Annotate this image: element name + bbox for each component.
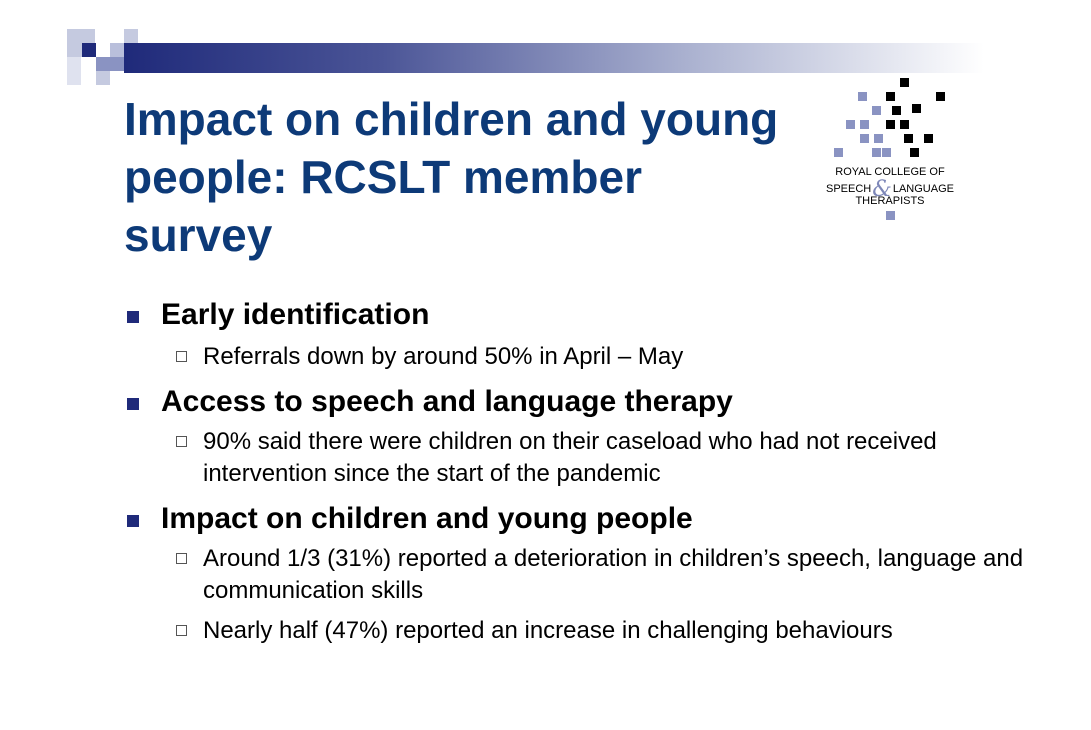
- bullet-list: Early identification Referrals down by a…: [124, 297, 1024, 647]
- sub-bullet-text: 90% said there were children on their ca…: [203, 428, 937, 487]
- hollow-square-bullet-icon: [176, 351, 187, 362]
- logo-square: [936, 92, 945, 101]
- logo-square: [900, 120, 909, 129]
- logo-square: [904, 134, 913, 143]
- square-bullet-icon: [127, 311, 139, 323]
- bullet-item: Impact on children and young people: [124, 501, 1024, 537]
- header-square: [124, 29, 138, 43]
- sub-bullet-item: Around 1/3 (31%) reported a deterioratio…: [124, 543, 1033, 607]
- hollow-square-bullet-icon: [176, 553, 187, 564]
- logo-square: [886, 120, 895, 129]
- square-bullet-icon: [127, 398, 139, 410]
- bullet-text: Access to speech and language therapy: [161, 385, 733, 418]
- logo-square: [858, 92, 867, 101]
- logo-square: [860, 134, 869, 143]
- logo-word-speech: SPEECH: [826, 183, 872, 195]
- bullet-text: Impact on children and young people: [161, 502, 693, 535]
- logo-square: [860, 120, 869, 129]
- header-square: [96, 57, 110, 71]
- logo-square: [882, 148, 891, 157]
- header-square: [96, 71, 110, 85]
- logo-square: [924, 134, 933, 143]
- bullet-item: Early identification: [124, 297, 1024, 333]
- title-line: survey: [124, 209, 273, 261]
- logo-square: [886, 92, 895, 101]
- slide-title: Impact on children and young people: RCS…: [124, 90, 824, 264]
- hollow-square-bullet-icon: [176, 625, 187, 636]
- logo-text-line2: SPEECH&LANGUAGE: [820, 177, 960, 202]
- logo-square: [846, 120, 855, 129]
- sub-bullet-item: Nearly half (47%) reported an increase i…: [124, 615, 1024, 647]
- logo-square: [872, 106, 881, 115]
- hollow-square-bullet-icon: [176, 436, 187, 447]
- bullet-text: Early identification: [161, 298, 430, 331]
- logo-square: [886, 211, 895, 220]
- logo-square: [874, 134, 883, 143]
- header-square: [67, 57, 81, 85]
- sub-bullet-item: Referrals down by around 50% in April – …: [124, 341, 1024, 373]
- header-square: [82, 43, 96, 57]
- logo-square: [912, 104, 921, 113]
- logo-text-line3: THERAPISTS: [855, 195, 925, 207]
- bullet-item: Access to speech and language therapy: [124, 384, 1024, 420]
- header-square: [110, 57, 124, 71]
- sub-bullet-text: Referrals down by around 50% in April – …: [203, 343, 684, 370]
- square-bullet-icon: [127, 515, 139, 527]
- logo-square: [834, 148, 843, 157]
- rcslt-logo: ROYAL COLLEGE OF SPEECH&LANGUAGE THERAPI…: [820, 74, 960, 224]
- logo-square: [910, 148, 919, 157]
- logo-square: [872, 148, 881, 157]
- sub-bullet-text: Around 1/3 (31%) reported a deterioratio…: [203, 545, 1024, 604]
- logo-word-language: LANGUAGE: [892, 183, 954, 195]
- logo-text-line1: ROYAL COLLEGE OF: [835, 166, 945, 178]
- title-line: people: RCSLT member: [124, 151, 642, 203]
- logo-square: [892, 106, 901, 115]
- sub-bullet-item: 90% said there were children on their ca…: [124, 426, 983, 490]
- sub-bullet-text: Nearly half (47%) reported an increase i…: [203, 617, 893, 644]
- logo-square: [900, 78, 909, 87]
- logo-ampersand: &: [872, 177, 892, 202]
- title-line: Impact on children and young: [124, 93, 779, 145]
- header-gradient-bar: [124, 43, 984, 73]
- header-square: [110, 43, 124, 57]
